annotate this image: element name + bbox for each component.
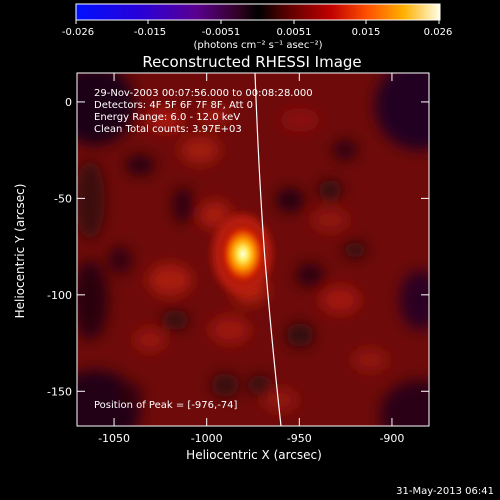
peak-position-text: Position of Peak = [-976,-74] xyxy=(94,400,238,411)
y-axis-ticks: 0 -50 -100 -150 xyxy=(47,96,429,398)
colorbar-tick-label: -0.0051 xyxy=(202,27,241,38)
rhessi-image xyxy=(77,73,429,426)
x-axis-label: Heliocentric X (arcsec) xyxy=(186,448,322,462)
axis-tick-label: -900 xyxy=(379,432,404,445)
solar-limb-curve xyxy=(254,72,282,427)
clean-counts-text: Clean Total counts: 3.97E+03 xyxy=(94,124,242,135)
y-axis-label: Heliocentric Y (arcsec) xyxy=(13,184,27,319)
axis-tick-label: 0 xyxy=(65,96,72,109)
colorbar-tick-marks xyxy=(75,20,440,24)
axis-tick-label: -150 xyxy=(47,385,72,398)
colorbar-tick-label: 0.0051 xyxy=(277,27,312,38)
energy-range-text: Energy Range: 6.0 - 12.0 keV xyxy=(94,112,240,123)
colorbar xyxy=(75,3,441,21)
plot-frame xyxy=(76,72,430,427)
plot-title: Reconstructed RHESSI Image xyxy=(142,53,361,71)
axis-tick-label: -1050 xyxy=(98,432,130,445)
colorbar-tick-label: -0.015 xyxy=(134,27,166,38)
time-range-text: 29-Nov-2003 00:07:56.000 to 00:08:28.000 xyxy=(94,88,313,99)
colorbar-tick-labels: -0.026 -0.015 -0.0051 0.0051 0.015 0.026 xyxy=(62,27,452,38)
colorbar-tick-label: 0.026 xyxy=(424,27,453,38)
axis-tick-label: -950 xyxy=(287,432,312,445)
timestamp: 31-May-2013 06:41 xyxy=(396,486,494,497)
axis-tick-label: -100 xyxy=(47,289,72,302)
annotation-block: 29-Nov-2003 00:07:56.000 to 00:08:28.000… xyxy=(94,88,313,135)
flare-peak xyxy=(219,222,267,286)
axis-tick-label: -1000 xyxy=(191,432,223,445)
detectors-text: Detectors: 4F 5F 6F 7F 8F, Att 0 xyxy=(94,100,253,111)
x-axis-ticks: -1050 -1000 -950 -900 xyxy=(98,73,404,445)
axis-tick-label: -50 xyxy=(54,192,72,205)
colorbar-tick-label: -0.026 xyxy=(62,27,94,38)
colorbar-units: (photons cm⁻² s⁻¹ asec⁻²) xyxy=(193,40,322,51)
colorbar-tick-label: 0.015 xyxy=(352,27,381,38)
